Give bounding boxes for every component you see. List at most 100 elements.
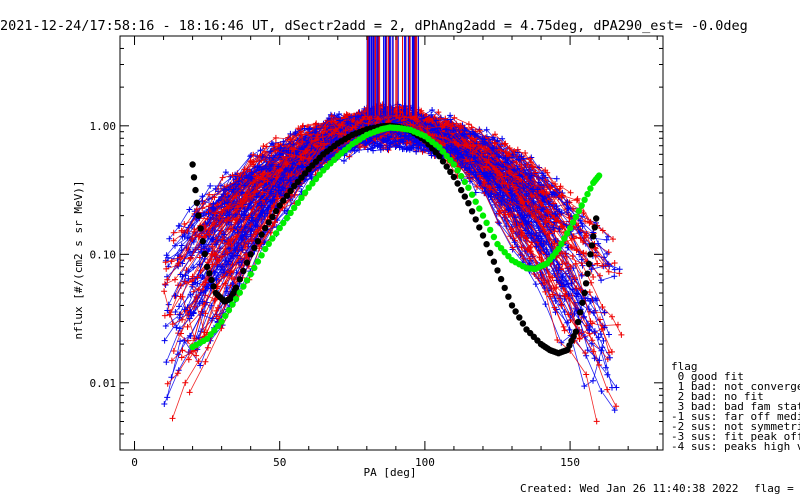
measurement-marker: [481, 173, 487, 180]
measurement-marker: [605, 268, 612, 275]
measurement-marker: [302, 148, 309, 155]
fit-point-black: [232, 284, 240, 291]
measurement-marker: [253, 184, 260, 191]
measurement-marker: [511, 239, 518, 246]
measurement-marker: [566, 326, 573, 333]
measurement-marker: [552, 181, 559, 187]
measurement-marker: [260, 176, 267, 183]
measurement-marker: [267, 198, 274, 205]
measurement-marker: [170, 229, 177, 236]
measurement-marker: [525, 198, 532, 205]
measurement-marker: [257, 193, 264, 200]
measurement-marker: [361, 113, 368, 120]
measurement-marker: [162, 282, 169, 288]
measurement-marker: [439, 122, 446, 129]
measurement-marker: [195, 358, 202, 365]
measurement-marker: [273, 174, 280, 181]
measurement-marker: [590, 309, 597, 316]
measurement-marker: [179, 293, 186, 300]
measurement-marker: [170, 348, 177, 354]
measurement-marker: [518, 209, 524, 216]
measurement-marker: [586, 289, 593, 296]
measurement-marker: [611, 407, 618, 414]
measurement-marker: [472, 171, 479, 178]
measurement-trace: [166, 112, 553, 256]
measurement-marker: [533, 190, 540, 197]
fit-point-black: [199, 238, 206, 245]
measurement-marker: [583, 230, 590, 237]
measurement-marker: [566, 214, 573, 221]
measurement-marker: [552, 298, 559, 304]
measurement-marker: [222, 257, 229, 264]
measurement-marker: [539, 175, 546, 182]
measurement-marker: [565, 205, 572, 212]
measurement-marker: [513, 184, 519, 191]
measurement-marker: [593, 418, 600, 425]
measurement-marker: [175, 260, 182, 267]
measurement-marker: [226, 211, 233, 218]
measurement-marker: [198, 289, 205, 296]
measurement-marker: [528, 234, 535, 241]
measurement-marker: [499, 194, 506, 201]
fit-point-black: [283, 192, 291, 199]
measurement-marker: [224, 217, 230, 224]
measurement-marker: [317, 140, 324, 147]
measurement-marker: [570, 206, 576, 212]
measurement-marker: [487, 170, 494, 177]
measurement-marker: [451, 114, 458, 121]
measurement-marker: [558, 192, 565, 199]
measurement-marker: [248, 214, 255, 221]
measurement-marker: [496, 220, 503, 227]
measurement-marker: [201, 245, 208, 252]
measurement-marker: [272, 152, 279, 159]
measurement-marker: [336, 111, 343, 117]
measurement-marker: [253, 193, 260, 200]
measurement-marker: [225, 245, 232, 252]
measurement-marker: [224, 249, 231, 256]
measurement-marker: [583, 352, 590, 359]
measurement-marker: [519, 198, 526, 205]
measurement-marker: [428, 152, 435, 159]
measurement-marker: [365, 120, 372, 127]
measurement-marker: [187, 308, 194, 315]
measurement-marker: [541, 195, 548, 202]
measurement-marker: [163, 359, 170, 366]
measurement-marker: [362, 140, 369, 147]
fit-point-black: [258, 231, 265, 238]
measurement-marker: [384, 135, 391, 142]
measurement-marker: [581, 383, 588, 390]
measurement-marker: [229, 172, 236, 179]
measurement-marker: [502, 159, 509, 166]
measurement-marker: [265, 206, 272, 213]
measurement-marker: [459, 160, 466, 167]
fit-point-black: [276, 202, 283, 209]
measurement-marker: [374, 134, 381, 141]
measurement-marker: [479, 183, 486, 189]
measurement-marker: [410, 139, 417, 146]
measurement-marker: [209, 261, 216, 268]
measurement-marker: [268, 140, 275, 147]
measurement-marker: [214, 272, 221, 278]
measurement-marker: [235, 186, 241, 193]
measurement-marker: [490, 152, 497, 159]
measurement-marker: [465, 121, 472, 128]
measurement-marker: [483, 159, 490, 166]
measurement-marker: [219, 236, 226, 243]
measurement-marker: [601, 309, 608, 316]
measurement-marker: [196, 261, 203, 268]
measurement-marker: [259, 153, 266, 160]
measurement-marker: [205, 210, 212, 217]
measurement-marker: [244, 174, 251, 181]
measurement-marker: [161, 288, 168, 295]
measurement-marker: [565, 291, 572, 297]
measurement-marker: [366, 116, 373, 123]
measurement-marker: [435, 109, 442, 116]
measurement-marker: [202, 287, 209, 294]
measurement-marker: [545, 215, 552, 222]
measurement-marker: [452, 127, 459, 133]
measurement-marker: [161, 312, 168, 319]
measurement-marker: [273, 147, 279, 154]
measurement-marker: [502, 140, 509, 147]
measurement-marker: [582, 350, 589, 356]
measurement-marker: [518, 153, 525, 160]
